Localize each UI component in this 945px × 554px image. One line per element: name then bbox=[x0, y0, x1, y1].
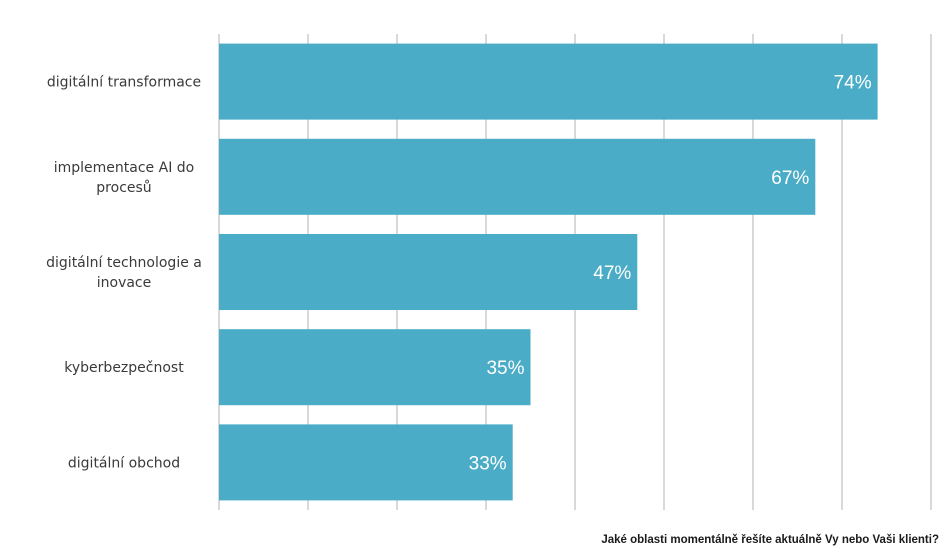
category-label: kyberbezpečnost bbox=[64, 360, 184, 376]
category-label: digitální transformace bbox=[47, 75, 201, 91]
value-labels: 74% 67% 47% 35% 33% bbox=[469, 73, 872, 475]
bar bbox=[219, 329, 531, 406]
category-label: digitální technologie a inovace bbox=[46, 255, 202, 291]
bar bbox=[219, 424, 513, 501]
category-label-line: inovace bbox=[97, 275, 152, 291]
category-label-line: implementace AI do bbox=[54, 160, 194, 176]
category-labels: digitální transformace implementace AI do… bbox=[46, 75, 202, 472]
chart-caption: Jaké oblasti momentálně řešíte aktuálně … bbox=[601, 534, 939, 546]
category-label-line: digitální transformace bbox=[47, 75, 201, 91]
data-label: 74% bbox=[834, 73, 872, 94]
category-label-line: digitální obchod bbox=[68, 455, 180, 471]
bar bbox=[219, 138, 816, 215]
category-label-line: procesů bbox=[96, 180, 151, 196]
data-label: 33% bbox=[469, 453, 507, 474]
bars bbox=[219, 43, 878, 501]
category-label: implementace AI do procesů bbox=[54, 160, 194, 196]
data-label: 67% bbox=[771, 168, 809, 189]
category-label-line: kyberbezpečnost bbox=[64, 360, 184, 376]
data-label: 35% bbox=[486, 358, 524, 379]
category-label: digitální obchod bbox=[68, 455, 180, 471]
data-label: 47% bbox=[593, 263, 631, 284]
bar bbox=[219, 43, 878, 120]
category-label-line: digitální technologie a bbox=[46, 255, 202, 271]
bar bbox=[219, 234, 638, 310]
